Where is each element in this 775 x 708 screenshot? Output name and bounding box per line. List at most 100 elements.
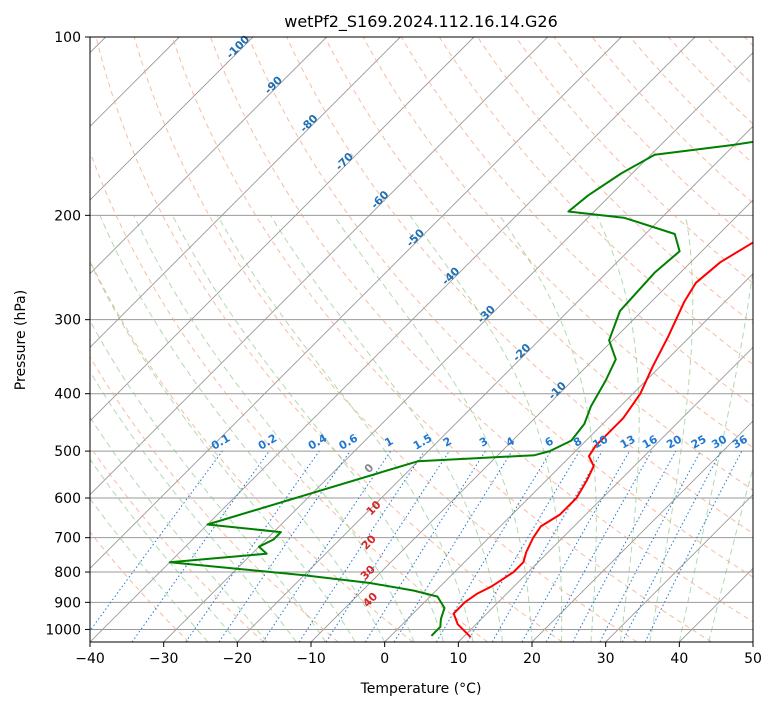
- dry-adiabat: [90, 445, 264, 642]
- moist-adiabat: [708, 466, 753, 642]
- moist-adiabat: [649, 215, 694, 642]
- temperature-profile-line: [452, 241, 753, 638]
- isotherm-label: -20: [510, 341, 533, 364]
- x-tick-label: −10: [296, 651, 326, 667]
- dry-adiabat: [744, 37, 753, 47]
- moist-adiabat: [133, 215, 415, 642]
- x-tick-label: 40: [670, 651, 688, 667]
- moist-adiabat: [217, 215, 474, 642]
- isotherm-label: -40: [439, 264, 462, 287]
- isotherm-line: [531, 420, 753, 642]
- mixing-ratio-label: 3: [477, 435, 490, 450]
- dry-adiabat: [210, 37, 753, 623]
- moist-adiabat: [333, 215, 533, 642]
- mixing-ratio-line: [644, 450, 743, 642]
- isotherm-line: [90, 37, 475, 422]
- isotherm-line: [90, 37, 622, 569]
- mixing-ratio-label: 13: [618, 433, 638, 452]
- moist-adiabat-label: 10: [364, 498, 384, 518]
- y-tick-label: 700: [54, 531, 81, 547]
- dry-adiabat: [95, 37, 563, 642]
- y-tick-label: 200: [54, 208, 81, 224]
- dry-adiabat: [438, 37, 753, 366]
- mixing-ratio-label: 1.5: [411, 432, 434, 453]
- series-layer: [168, 140, 753, 638]
- dry-adiabat: [90, 531, 190, 642]
- isotherm-line: [90, 37, 327, 275]
- isotherm-label: -50: [404, 226, 427, 249]
- isotherm-line: [679, 567, 753, 642]
- y-tick-label: 1000: [45, 622, 81, 638]
- mixing-ratio-label: 36: [730, 432, 750, 451]
- y-tick-label: 600: [54, 491, 81, 507]
- y-tick-label: 400: [54, 387, 81, 403]
- moist-adiabat-label: 20: [359, 532, 379, 552]
- dry-adiabat: [133, 37, 638, 642]
- mixing-ratio-line: [185, 450, 320, 642]
- mixing-ratio-line: [262, 450, 392, 642]
- dry-adiabat: [553, 37, 753, 244]
- mixing-ratio-line: [572, 450, 677, 642]
- mixing-ratio-line: [325, 450, 450, 642]
- isotherm-line: [384, 273, 753, 642]
- dry-adiabat: [90, 356, 339, 642]
- isotherm-line: [90, 37, 696, 642]
- isotherm-line: [90, 37, 401, 348]
- moist-adiabat: [99, 215, 386, 642]
- dry-adiabat: [515, 37, 753, 284]
- grid-layer: [90, 37, 753, 642]
- moist-adiabat: [172, 215, 445, 642]
- dry-adiabat: [90, 259, 414, 642]
- moist-adiabat: [90, 458, 238, 642]
- moist-adiabat-label: 40: [360, 590, 380, 610]
- mixing-ratio-label: 25: [689, 433, 709, 452]
- mixing-ratio-line: [364, 450, 486, 642]
- mixing-ratio-line: [545, 450, 653, 642]
- moist-adiabat: [90, 260, 356, 642]
- isotherm-line: [605, 494, 753, 642]
- dry-adiabat: [286, 37, 753, 534]
- y-axis-title: Pressure (hPa): [13, 290, 29, 390]
- mixing-ratio-label: 30: [709, 432, 729, 451]
- isotherm-label: -10: [546, 379, 569, 402]
- mixing-ratio-line: [218, 450, 351, 642]
- y-tick-label: 500: [54, 444, 81, 460]
- mixing-ratio-line: [521, 450, 630, 642]
- dry-adiabat: [591, 37, 753, 204]
- dewpoint-profile-line: [168, 140, 753, 637]
- isotherm-line: [90, 37, 548, 496]
- isotherm-label: -60: [368, 188, 391, 211]
- isotherm-line: [90, 37, 254, 201]
- dry-adiabat: [706, 37, 753, 86]
- moist-adiabat: [90, 497, 209, 642]
- isotherm-label: -80: [297, 112, 320, 135]
- mixing-ratio-line: [90, 450, 223, 632]
- mixing-ratio-label: 0.1: [209, 432, 232, 453]
- isotherm-label: -30: [475, 303, 498, 326]
- isotherm-line: [752, 641, 753, 642]
- label-layer: 0.1 0.2 0.4 0.6 1 1.5 2 3 4 6 8 10 13 16 20 25 30 36-100-…: [209, 33, 750, 610]
- isotherm-line: [163, 52, 753, 642]
- mixing-ratio-line: [599, 450, 701, 642]
- x-tick-label: 50: [744, 651, 762, 667]
- isotherm-line: [237, 125, 753, 642]
- isotherm-line: [458, 346, 753, 642]
- x-axis-title: Temperature (°C): [360, 681, 482, 697]
- y-tick-label: 300: [54, 313, 81, 329]
- x-tick-label: −20: [223, 651, 253, 667]
- x-tick-label: 0: [380, 651, 389, 667]
- y-tick-label: 100: [54, 30, 81, 46]
- x-tick-label: −30: [149, 651, 179, 667]
- mixing-ratio-label: 8: [571, 435, 584, 450]
- dry-adiabat: [668, 37, 753, 125]
- mixing-ratio-label: 1: [382, 435, 395, 450]
- isotherm-label: -70: [333, 150, 356, 173]
- mixing-ratio-label: 16: [640, 432, 660, 451]
- isotherm-line: [310, 199, 753, 642]
- x-tick-label: 30: [597, 651, 615, 667]
- mixing-ratio-line: [467, 450, 580, 642]
- dry-adiabat: [90, 150, 488, 642]
- chart-title: wetPf2_S169.2024.112.16.14.G26: [284, 12, 558, 32]
- moist-adiabat: [270, 215, 503, 642]
- mixing-ratio-label: 6: [543, 434, 556, 449]
